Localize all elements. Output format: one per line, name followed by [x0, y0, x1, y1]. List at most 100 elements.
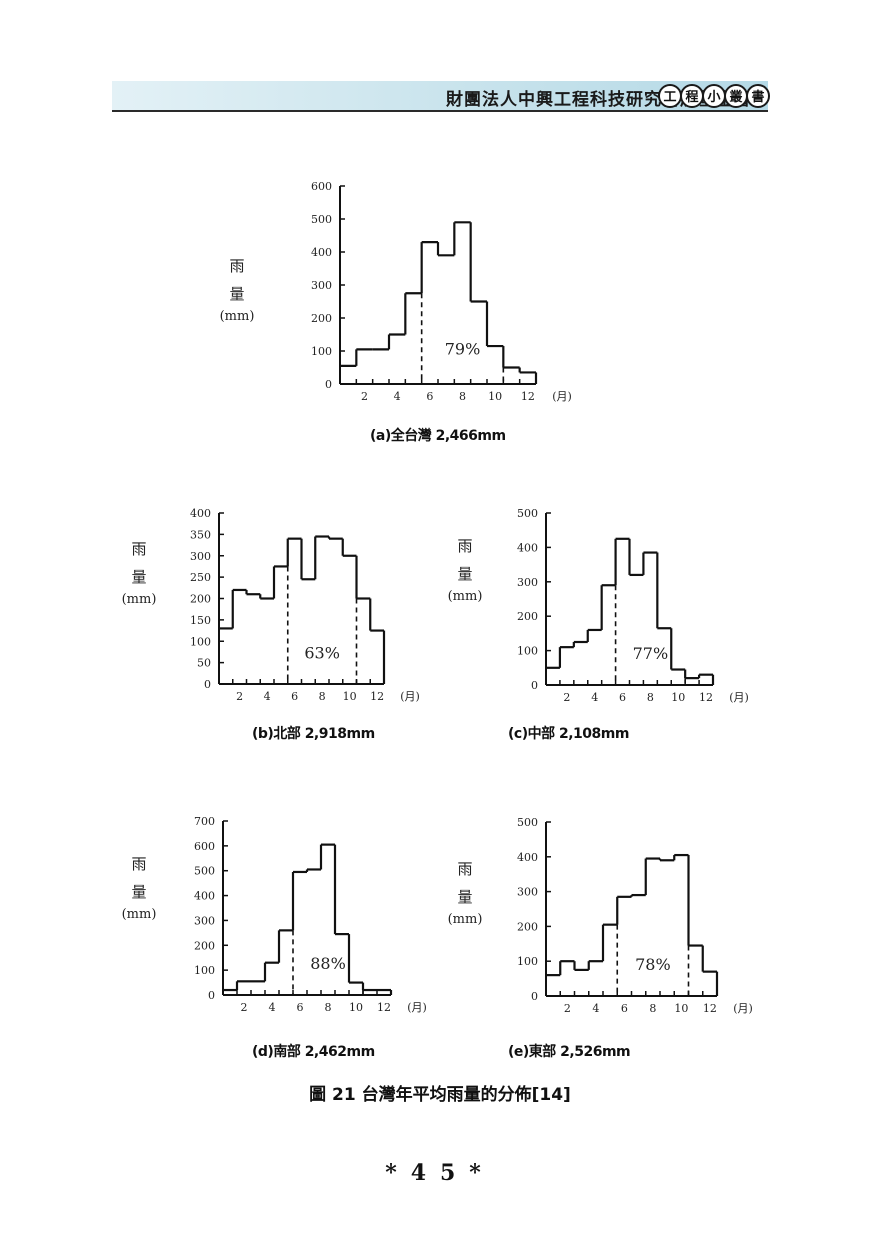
x-tick-label: 6 [426, 390, 433, 403]
y-tick-label: 150 [190, 614, 211, 627]
series-seal-2: 程 [680, 84, 704, 108]
y-tick-label: 300 [194, 914, 215, 927]
y-tick-label: 300 [190, 550, 211, 563]
x-unit-label: (月) [729, 691, 749, 704]
y-label-line2: 量 [457, 888, 473, 906]
chart-svg: 0 50 100 150 200 250 300 350 400 2 4 6 8 10 12 (月) 63% [190, 507, 420, 703]
x-tick-label: 2 [361, 390, 368, 403]
x-tick-label: 10 [349, 1001, 363, 1014]
x-tick-label: 8 [319, 690, 326, 703]
y-label-line1: 雨 [131, 540, 147, 558]
y-tick-label: 700 [194, 815, 215, 828]
y-label-unit: (mm) [447, 589, 483, 604]
y-label-line2: 量 [457, 565, 473, 583]
y-label-line2: 量 [131, 568, 147, 586]
x-tick-label: 10 [674, 1002, 688, 1015]
y-tick-label: 300 [311, 279, 332, 292]
x-unit-label: (月) [552, 390, 572, 403]
x-tick-label: 8 [649, 1002, 656, 1015]
y-tick-label: 400 [190, 507, 211, 520]
x-tick-label: 2 [241, 1001, 248, 1014]
wet-season-percent: 63% [304, 643, 340, 662]
figure-title: 圖 21 台灣年平均雨量的分佈[14] [309, 1085, 571, 1105]
caption-b: (b)北部 2,918mm [252, 726, 375, 742]
wet-season-percent: 79% [445, 339, 481, 358]
x-tick-label: 2 [236, 690, 243, 703]
x-unit-label: (月) [733, 1002, 753, 1015]
page-number: *45* [385, 1160, 495, 1186]
x-tick-label: 12 [699, 691, 713, 704]
y-tick-label: 0 [325, 378, 332, 391]
x-tick-label: 4 [269, 1001, 276, 1014]
x-tick-label: 8 [459, 390, 466, 403]
y-tick-label: 300 [517, 576, 538, 589]
x-tick-label: 8 [647, 691, 654, 704]
x-tick-label: 10 [671, 691, 685, 704]
y-tick-label: 250 [190, 571, 211, 584]
y-tick-label: 100 [190, 635, 211, 648]
y-tick-label: 350 [190, 528, 211, 541]
y-tick-label: 0 [531, 679, 538, 692]
y-tick-label: 0 [208, 989, 215, 1002]
x-tick-label: 2 [563, 691, 570, 704]
y-label-line1: 雨 [457, 860, 473, 878]
y-tick-label: 400 [194, 890, 215, 903]
y-label-line1: 雨 [457, 537, 473, 555]
x-tick-label: 6 [621, 1002, 628, 1015]
series-seal-1: 工 [658, 84, 682, 108]
y-tick-label: 400 [517, 541, 538, 554]
y-tick-label: 100 [194, 964, 215, 977]
x-tick-label: 8 [325, 1001, 332, 1014]
wet-season-percent: 78% [635, 955, 671, 974]
x-unit-label: (月) [400, 690, 420, 703]
chart-svg: 0 100 200 300 400 500 600 700 2 4 6 8 10 12 (月) 88% [194, 815, 427, 1014]
y-label-line2: 量 [131, 883, 147, 901]
x-tick-label: 4 [394, 390, 401, 403]
y-tick-label: 100 [517, 645, 538, 658]
y-axis-label-d: 雨 量 (mm) [114, 850, 164, 924]
y-tick-label: 600 [311, 180, 332, 193]
y-label-unit: (mm) [447, 912, 483, 927]
y-label-line1: 雨 [229, 257, 245, 275]
y-label-unit: (mm) [121, 592, 157, 607]
x-tick-label: 4 [591, 691, 598, 704]
caption-c: (c)中部 2,108mm [508, 726, 629, 742]
x-tick-label: 12 [370, 690, 384, 703]
y-tick-label: 500 [311, 213, 332, 226]
chart-svg: 0 100 200 300 400 500 2 4 6 8 10 12 (月) 78% [517, 816, 753, 1015]
y-tick-label: 50 [197, 657, 211, 670]
header-rule [112, 110, 768, 112]
wet-season-percent: 77% [633, 644, 669, 663]
y-tick-label: 100 [517, 955, 538, 968]
y-axis-label-c: 雨 量 (mm) [440, 532, 490, 606]
chart-svg: 0 100 200 300 400 500 600 2 4 6 8 10 12 (月) 79% [311, 180, 572, 403]
x-tick-label: 12 [703, 1002, 717, 1015]
y-label-line2: 量 [229, 285, 245, 303]
x-unit-label: (月) [407, 1001, 427, 1014]
x-tick-label: 12 [521, 390, 535, 403]
series-seal-5: 書 [746, 84, 770, 108]
y-tick-label: 500 [194, 865, 215, 878]
y-tick-label: 0 [204, 678, 211, 691]
y-axis-label-b: 雨 量 (mm) [114, 535, 164, 609]
y-tick-label: 200 [517, 610, 538, 623]
caption-a: (a)全台灣 2,466mm [370, 428, 506, 444]
y-tick-label: 0 [531, 990, 538, 1003]
y-tick-label: 200 [311, 312, 332, 325]
x-tick-label: 6 [297, 1001, 304, 1014]
caption-d: (d)南部 2,462mm [252, 1044, 375, 1060]
x-tick-label: 10 [488, 390, 502, 403]
y-tick-label: 600 [194, 840, 215, 853]
y-axis-label-e: 雨 量 (mm) [440, 855, 490, 929]
x-tick-label: 2 [564, 1002, 571, 1015]
chart-svg: 0 100 200 300 400 500 2 4 6 8 10 12 (月) 77% [517, 507, 749, 704]
y-tick-label: 100 [311, 345, 332, 358]
x-tick-label: 4 [592, 1002, 599, 1015]
y-tick-label: 400 [517, 851, 538, 864]
x-tick-label: 6 [291, 690, 298, 703]
x-tick-label: 4 [264, 690, 271, 703]
y-tick-label: 200 [517, 920, 538, 933]
y-axis-label-a: 雨 量 (mm) [212, 252, 262, 326]
x-tick-label: 6 [619, 691, 626, 704]
caption-e: (e)東部 2,526mm [508, 1044, 631, 1060]
